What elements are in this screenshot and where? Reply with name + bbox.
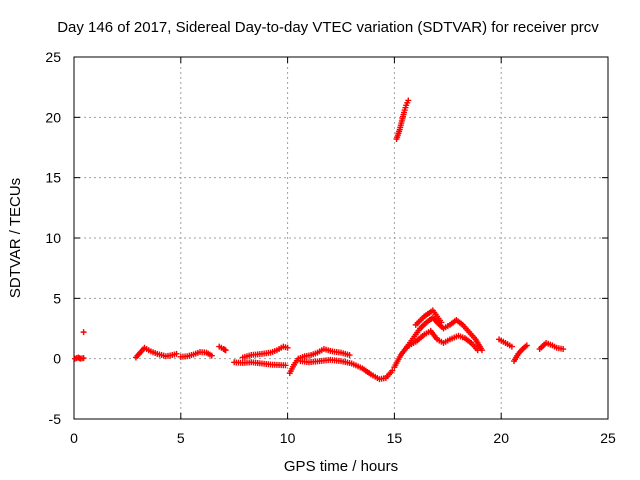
y-tick-label: 10: [45, 230, 61, 246]
y-tick-label: 20: [45, 109, 61, 125]
x-tick-label: 25: [600, 430, 616, 446]
x-axis-label: GPS time / hours: [284, 458, 398, 475]
data-point: [208, 352, 215, 359]
x-tick-label: 5: [177, 430, 185, 446]
data-point: [80, 329, 87, 336]
x-tick-label: 0: [70, 430, 78, 446]
y-tick-label: 25: [45, 49, 61, 65]
data-point: [560, 346, 567, 353]
y-tick-label: 15: [45, 170, 61, 186]
x-tick-label: 10: [280, 430, 296, 446]
y-axis-label: SDTVAR / TECUs: [7, 178, 24, 298]
x-tick-label: 15: [387, 430, 403, 446]
y-tick-label: -5: [49, 411, 62, 427]
data-point: [523, 342, 530, 349]
data-point: [284, 344, 291, 351]
data-point: [405, 97, 412, 104]
data-points: [72, 97, 567, 383]
data-point: [80, 355, 87, 362]
data-point: [173, 350, 180, 357]
y-tick-label: 5: [53, 290, 61, 306]
data-point: [282, 362, 289, 369]
plot-frame: [73, 56, 609, 420]
x-tick-labels: 0 5 10 15 20 25: [70, 430, 616, 446]
data-point: [508, 343, 515, 350]
data-point: [474, 347, 481, 354]
data-point: [346, 352, 353, 359]
data-point: [222, 347, 229, 354]
y-tick-label: 0: [53, 351, 61, 367]
data-point: [389, 367, 396, 374]
chart-title: Day 146 of 2017, Sidereal Day-to-day VTE…: [57, 19, 599, 36]
x-tick-label: 20: [493, 430, 509, 446]
chart-grid: [74, 57, 608, 419]
y-tick-labels: -5 0 5 10 15 20 25: [45, 49, 61, 427]
data-point: [438, 319, 445, 326]
